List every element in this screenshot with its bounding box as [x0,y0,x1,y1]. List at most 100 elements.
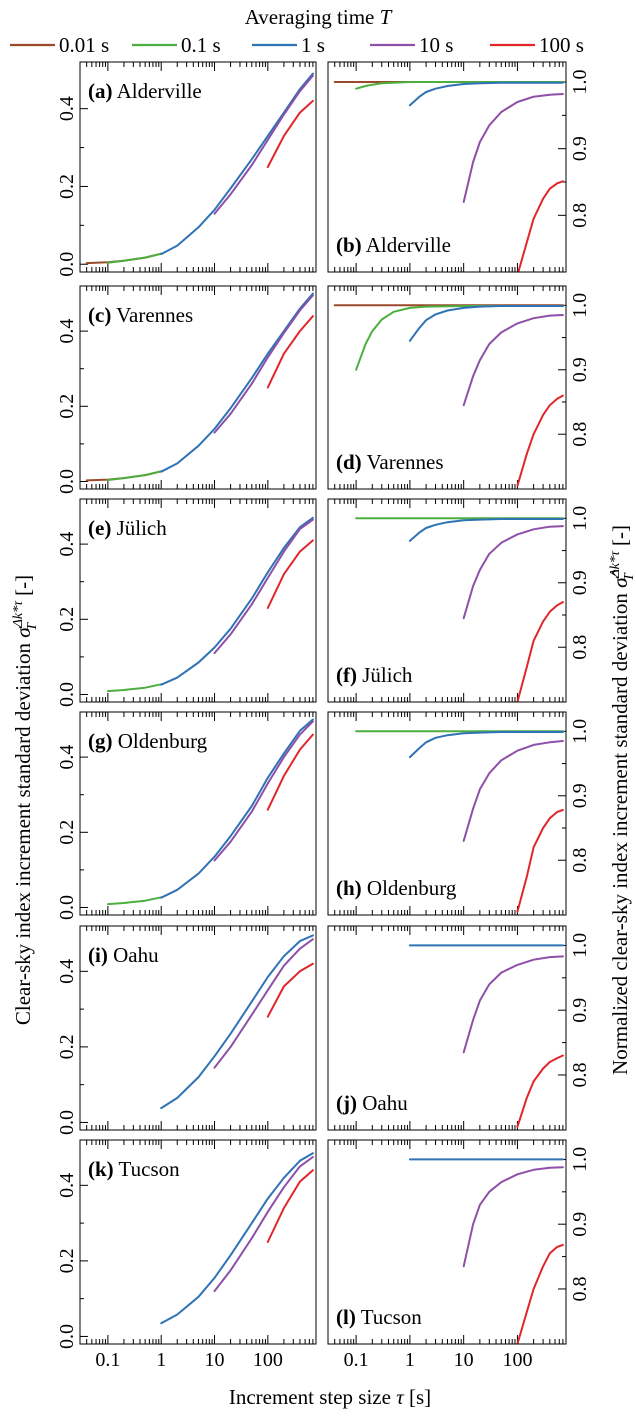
series-group [355,730,564,913]
y-tick-label: 0.4 [56,1173,78,1198]
panel-b: 0.8 0.9 1.0 (b) Alderville [327,61,591,273]
series-group [333,304,564,487]
panel-label: (c) Varennes [88,303,193,327]
legend-item-0-1-s: 0.1 s [132,33,221,57]
y-tick-label: 0.0 [56,895,78,920]
plot-frame [327,1139,567,1345]
plot-frame [79,711,317,916]
series-line-10-s [213,1156,314,1293]
plot-frame [79,61,317,273]
panel-f: 0.8 0.9 1.0 (f) Jülich [327,498,591,703]
panel-label: (a) Alderville [88,79,202,103]
legend-item-100-s: 100 s [490,33,584,57]
y-tick-label: 0.8 [569,203,591,228]
panel-d: 0.8 0.9 1.0 (d) Varennes [327,285,591,490]
series-line-100-s [266,99,314,168]
legend-label: 10 s [419,33,453,57]
series-group [160,934,314,1110]
legend-label: 1 s [301,33,325,57]
y-tick-label: 0.8 [569,1276,591,1301]
y-tick-label: 0.4 [56,319,78,344]
y-axis-title-right: Normalized clear-sky index increment sta… [608,525,636,1075]
series-line-100-s [517,180,564,272]
series-line-1-s [408,518,564,542]
panel-e: 0.0 0.2 0.4 (e) Jülich [56,498,317,707]
y-tick-label: 1.0 [569,933,591,958]
panel-l: 0.8 0.9 1.0 (l) Tucson 0.1 1 10 100 [327,1139,591,1371]
series-line-0-1-s [106,252,163,264]
series-group [408,944,564,1128]
y-tick-label: 0.2 [56,174,78,199]
y-tick-label: 0.2 [56,607,78,632]
series-line-10-s [462,93,564,203]
x-tick-label: 100 [253,1349,283,1371]
y-tick-label: 0.4 [56,532,78,557]
series-line-10-s [462,955,564,1054]
series-group [355,517,564,702]
panels: 0.0 0.2 0.4 (a) Alderville 0.8 0.9 1.0 (b) Alde… [56,61,591,1371]
series-line-100-s [266,962,314,1018]
panel-c: 0.0 0.2 0.4 (c) Varennes [56,285,317,494]
series-line-0-1-s [355,305,564,371]
x-tick-label: 10 [205,1349,225,1371]
y-tick-label: 0.9 [569,570,591,595]
legend-label: 0.1 s [181,33,221,57]
y-tick-label: 0.9 [569,357,591,382]
series-line-10-s [213,938,314,1069]
y-tick-label: 0.8 [569,635,591,660]
x-tick-label: 0.1 [95,1349,120,1371]
panel-label: (b) Alderville [336,233,451,257]
plot-frame [327,925,567,1131]
series-line-10-s [213,720,314,862]
legend-item-10-s: 10 s [370,33,453,57]
y-tick-label: 0.9 [569,783,591,808]
y-tick-label: 0.9 [569,1212,591,1237]
series-line-10-s [213,518,314,655]
y-tick-label: 0.8 [569,1062,591,1087]
y-tick-label: 0.4 [56,745,78,770]
plot-frame [327,498,567,703]
series-line-100-s [516,601,564,702]
panel-j: 0.8 0.9 1.0 (j) Oahu [327,925,591,1131]
panel-i: 0.0 0.2 0.4 (i) Oahu [56,925,317,1135]
plot-frame [79,925,317,1131]
y-tick-label: 1.0 [569,293,591,318]
panel-label: (h) Oldenburg [336,876,457,900]
series-line-1-s [160,516,314,686]
panel-label: (l) Tucson [336,1305,422,1329]
y-tick-label: 0.2 [56,1034,78,1059]
y-tick-label: 0.2 [56,1248,78,1273]
panel-label: (g) Oldenburg [88,729,208,753]
panel-g: 0.0 0.2 0.4 (g) Oldenburg [56,711,317,920]
series-line-100-s [516,1243,564,1344]
series-line-10-s [462,740,564,842]
y-tick-label: 0.4 [56,959,78,984]
y-tick-label: 0.8 [569,848,591,873]
series-line-10-s [213,294,314,434]
series-group [106,718,314,906]
series-line-1-s [408,81,564,107]
legend-label: 100 s [539,33,584,57]
series-group [85,72,314,265]
panel-label: (d) Varennes [336,450,444,474]
series-line-1-s [160,934,314,1110]
y-tick-label: 0.4 [56,96,78,121]
y-tick-label: 0.9 [569,136,591,161]
x-tick-label: 100 [502,1349,532,1371]
series-line-0-1-s [106,683,163,693]
series-group [408,1158,564,1344]
y-tick-label: 1.0 [569,506,591,531]
plot-frame [327,285,567,490]
y-tick-label: 0.0 [56,682,78,707]
series-group [106,516,314,693]
y-tick-label: 0.0 [56,252,78,277]
y-tick-label: 0.9 [569,998,591,1023]
series-line-0-1-s [106,896,163,906]
series-line-10-s [462,314,564,407]
y-tick-label: 1.0 [569,1147,591,1172]
series-line-10-s [213,74,314,215]
series-line-1-s [408,731,564,759]
legend-title: Averaging time T [245,5,393,29]
y-tick-label: 0.0 [56,469,78,494]
